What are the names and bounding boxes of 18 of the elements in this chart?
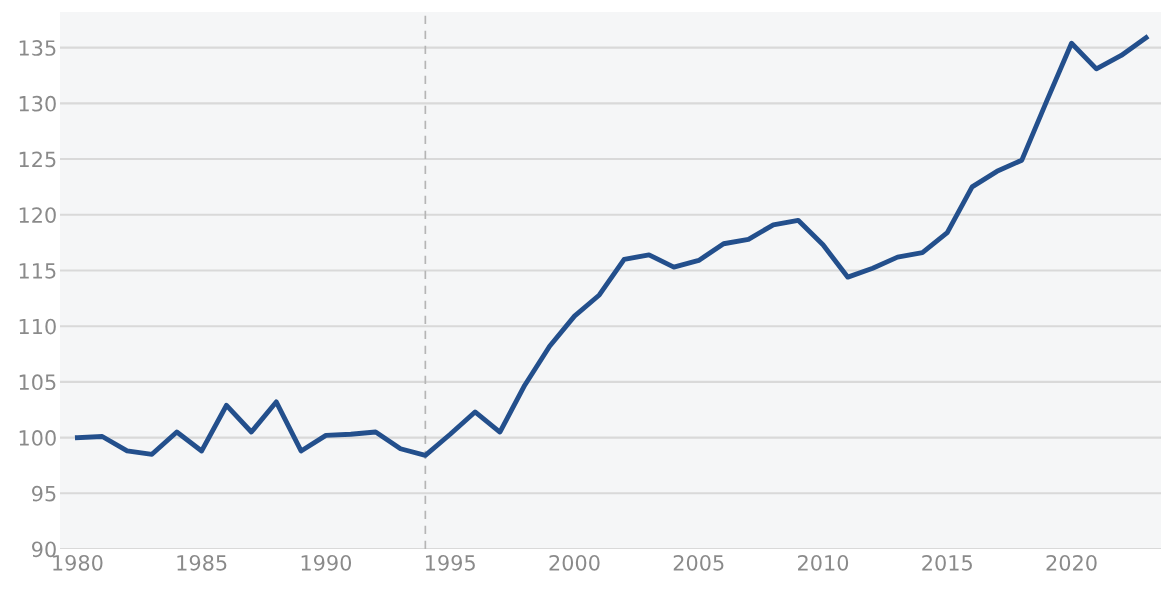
line-series xyxy=(74,35,1149,458)
x-tick-label: 2015 xyxy=(922,554,972,571)
x-tick-label: 1995 xyxy=(425,554,475,571)
x-tick-label: 1985 xyxy=(177,554,227,571)
y-tick-label: 135 xyxy=(19,40,56,56)
x-tick-label: 2010 xyxy=(798,554,849,571)
x-tick-label: 2000 xyxy=(549,554,600,571)
y-tick-label: 100 xyxy=(19,430,56,446)
y-tick-label: 120 xyxy=(19,207,56,223)
y-tick-label: 125 xyxy=(19,151,56,168)
y-tick-label: 115 xyxy=(19,263,56,279)
y-tick-label: 110 xyxy=(19,318,56,335)
x-tick-label: 1990 xyxy=(301,554,352,571)
y-tick-label: 95 xyxy=(32,485,56,502)
y-tick-label: 105 xyxy=(19,374,56,391)
x-tick-label: 2020 xyxy=(1046,554,1097,571)
y-tick-label: 130 xyxy=(19,95,56,112)
x-tick-label: 2005 xyxy=(673,554,724,571)
